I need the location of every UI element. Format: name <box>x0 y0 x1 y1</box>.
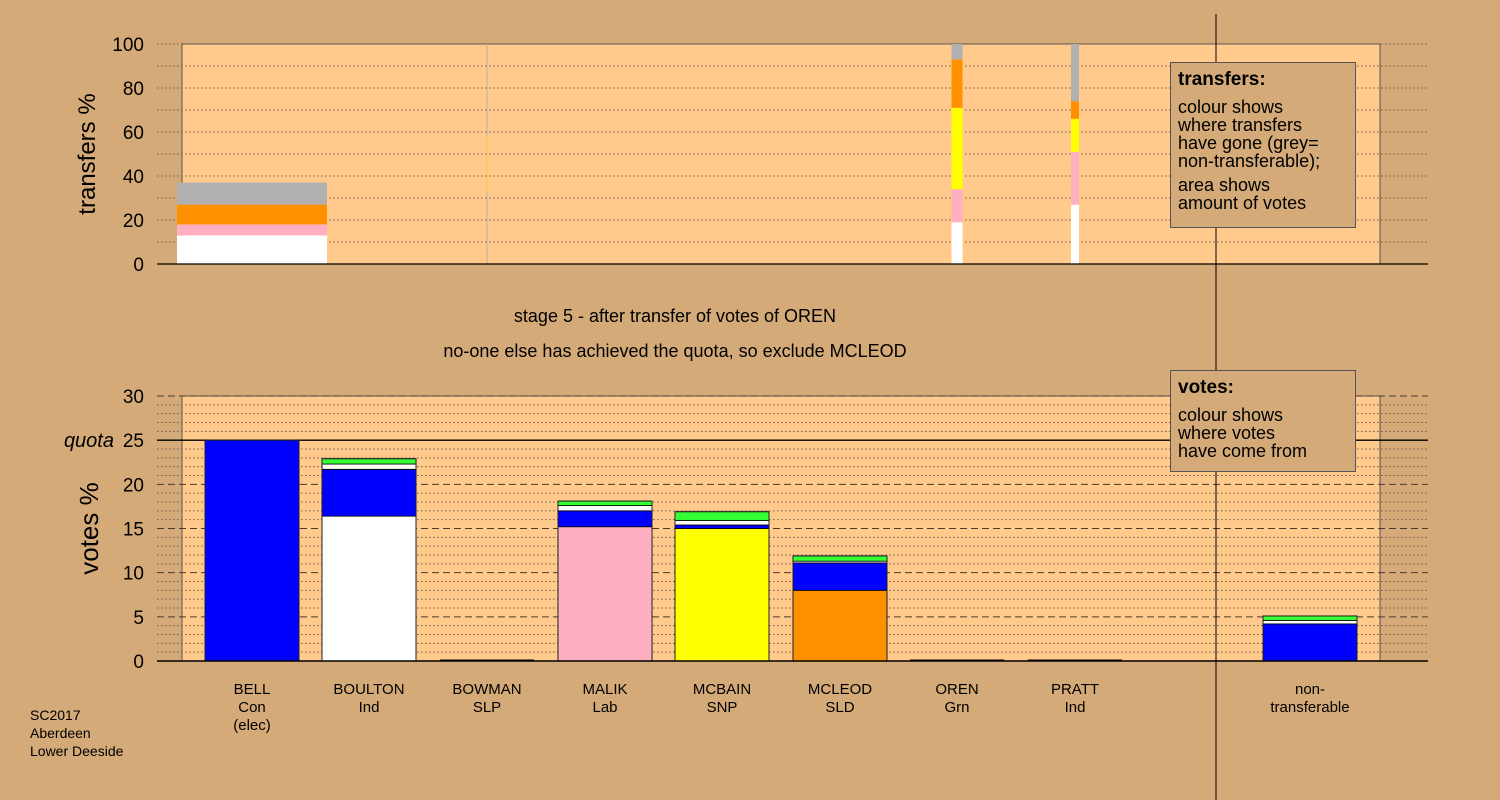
vote-segment <box>674 528 770 662</box>
votes-y-tick-label: 15 <box>123 520 144 541</box>
transfer-segment-mcleod <box>951 107 963 190</box>
votes-y-tick-label: 5 <box>133 608 144 629</box>
transfer-segment-pratt <box>1071 101 1079 119</box>
transfers-y-tick-label: 40 <box>123 167 144 188</box>
votes-y-tick-label: 20 <box>123 475 144 496</box>
vote-segment <box>674 520 770 526</box>
candidate-name-label: OREN <box>935 681 978 698</box>
vote-segment <box>1262 623 1358 662</box>
candidate-party-label: Grn <box>944 699 969 716</box>
transfer-segment-pratt <box>1071 151 1079 205</box>
votes-y-tick-label: 0 <box>133 652 144 673</box>
candidate-name-label: PRATT <box>1051 681 1099 698</box>
candidate-name-label: MCLEOD <box>808 681 872 698</box>
vote-segment <box>557 500 653 506</box>
vote-segment <box>321 515 417 662</box>
transfer-segment-mcleod <box>951 222 963 264</box>
transfer-segment-mcleod <box>951 189 963 223</box>
transfer-segment-pratt <box>1071 204 1079 264</box>
vote-segment <box>1262 615 1358 621</box>
candidate-party-label: SNP <box>707 699 738 716</box>
transfers-y-tick-label: 20 <box>123 211 144 232</box>
transfers-chart: 0 20 40 60 80 100 transfers % <box>74 35 1428 276</box>
vote-segment <box>792 589 888 662</box>
vote-segment <box>204 439 300 662</box>
votes-y-tick-label: 30 <box>123 387 144 408</box>
candidate-party-label: Con <box>238 699 266 716</box>
transfer-segment-mcleod <box>951 59 963 108</box>
vote-segment <box>321 463 417 470</box>
candidate-party-label: Ind <box>359 699 380 716</box>
vote-segment <box>557 505 653 512</box>
candidate-name-label: MALIK <box>582 681 627 698</box>
nontransferable-label: non- <box>1295 681 1325 698</box>
votes-y-tick-label: 10 <box>123 564 144 585</box>
vote-segment <box>792 562 888 591</box>
candidate-name-label: MCBAIN <box>693 681 751 698</box>
vote-segment <box>674 524 770 529</box>
vote-segment <box>321 458 417 465</box>
candidate-party-label: Lab <box>592 699 617 716</box>
vote-segment <box>321 468 417 517</box>
transfers-y-axis-label: transfers % <box>74 93 101 214</box>
transfers-y-tick-label: 80 <box>123 79 144 100</box>
transfer-segment-mcleod <box>951 44 963 60</box>
transfer-segment-bell <box>177 224 327 236</box>
transfers-y-tick-label: 60 <box>123 123 144 144</box>
votes-y-tick-label: 25 <box>123 431 144 452</box>
candidate-name-label: BELL <box>234 681 271 698</box>
transfers-y-tick-label: 0 <box>133 255 144 276</box>
candidate-name-label: BOWMAN <box>452 681 521 698</box>
candidate-party-label: SLD <box>825 699 854 716</box>
transfer-segment-pratt <box>1071 44 1079 102</box>
vote-segment <box>1262 619 1358 625</box>
candidate-party-label: SLP <box>473 699 501 716</box>
vote-segment <box>557 510 653 528</box>
transfer-segment-bell <box>177 204 327 225</box>
transfer-segment-bell <box>177 235 327 264</box>
quota-label: quota <box>64 430 114 452</box>
transfers-y-tick-label: 100 <box>112 35 144 56</box>
vote-segment <box>557 526 653 662</box>
candidate-note-label: (elec) <box>233 717 271 734</box>
votes-y-axis-label: votes % <box>74 482 104 575</box>
transfer-segment-pratt <box>1071 118 1079 152</box>
candidate-party-label: Ind <box>1065 699 1086 716</box>
vote-segment <box>674 511 770 521</box>
vote-segment <box>792 555 888 562</box>
candidate-name-label: BOULTON <box>333 681 404 698</box>
transfer-segment-bell <box>177 182 327 205</box>
nontransferable-label: transferable <box>1270 699 1349 716</box>
